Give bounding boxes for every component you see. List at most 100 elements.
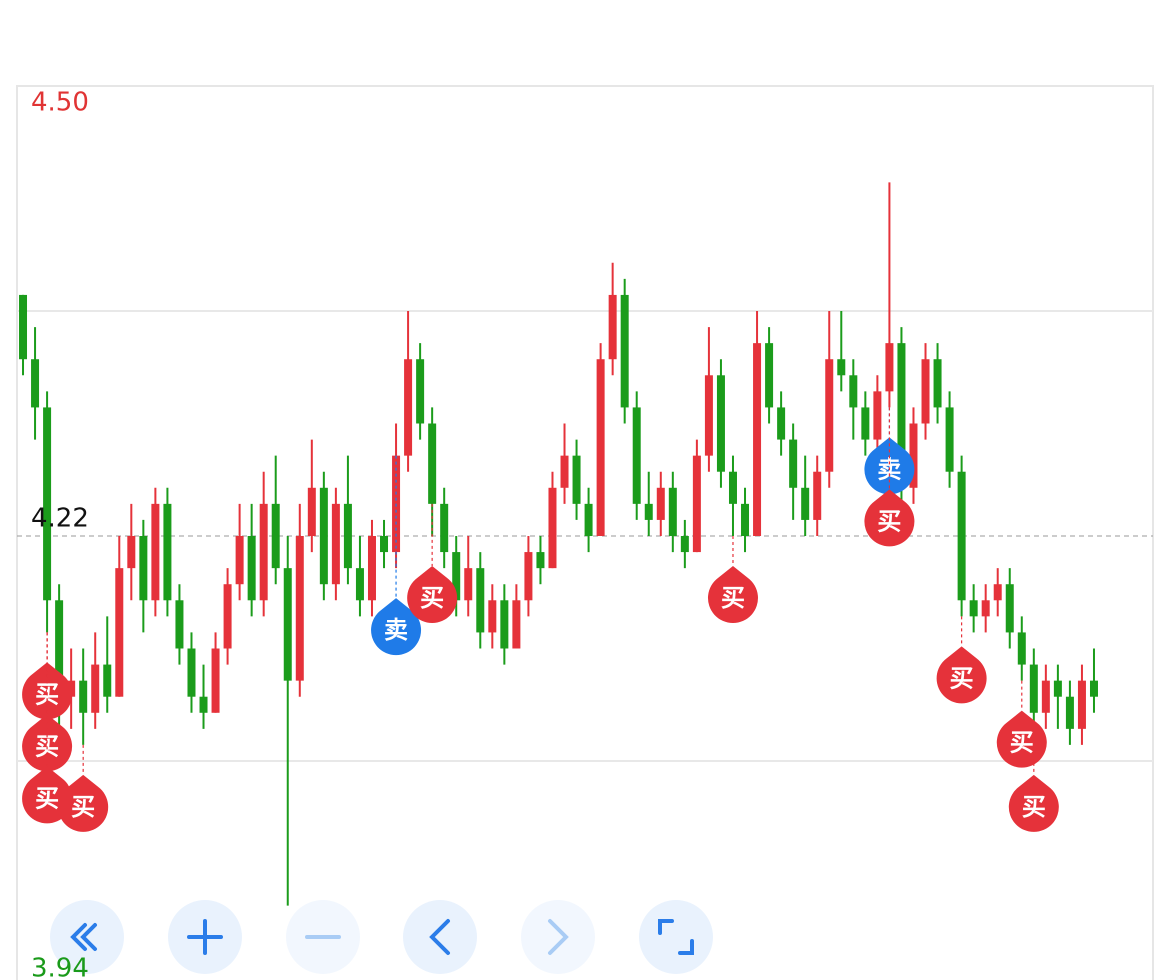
candle-body bbox=[704, 375, 713, 456]
candle-body bbox=[897, 343, 906, 488]
candle-body bbox=[728, 471, 737, 504]
marker-label: 买 bbox=[1022, 793, 1046, 821]
candle-body bbox=[1041, 680, 1050, 713]
candle-body bbox=[19, 294, 28, 360]
candle-body bbox=[271, 503, 280, 569]
candle-body bbox=[909, 423, 918, 488]
candle-body bbox=[1089, 680, 1098, 697]
marker-pin bbox=[1008, 774, 1059, 832]
zoom-out-button[interactable] bbox=[286, 900, 360, 974]
candle-body bbox=[813, 471, 822, 520]
candle-body bbox=[343, 503, 352, 569]
candle-body bbox=[187, 648, 196, 697]
candle-body bbox=[572, 455, 581, 504]
candle-body bbox=[247, 536, 256, 601]
candle-body bbox=[981, 600, 990, 617]
candle-body bbox=[765, 343, 774, 408]
marker-label: 买 bbox=[35, 784, 59, 812]
candle-body bbox=[31, 359, 40, 408]
candle-body bbox=[632, 407, 641, 504]
candle-body bbox=[103, 664, 112, 697]
candle-body bbox=[945, 407, 954, 472]
candle-body bbox=[933, 359, 942, 408]
candle-body bbox=[259, 503, 268, 601]
candle-body bbox=[151, 503, 160, 601]
candle-body bbox=[355, 568, 364, 601]
candle-body bbox=[668, 487, 677, 536]
candle-body bbox=[488, 600, 497, 633]
candle-body bbox=[1077, 680, 1086, 729]
candle-body bbox=[440, 503, 449, 553]
candle-body bbox=[620, 294, 629, 408]
candle-body bbox=[969, 600, 978, 617]
marker-label: 买 bbox=[721, 584, 745, 612]
right-button[interactable] bbox=[521, 900, 595, 974]
candle-body bbox=[127, 536, 136, 569]
candle-body bbox=[43, 407, 52, 601]
candle-body bbox=[957, 471, 966, 601]
y-tick-label: 4.50 bbox=[31, 88, 89, 118]
candle-body bbox=[993, 584, 1002, 601]
candle-body bbox=[163, 503, 172, 601]
candle-body bbox=[885, 343, 894, 392]
toolbar bbox=[50, 900, 713, 974]
candle-body bbox=[1029, 664, 1038, 713]
plot-frame bbox=[16, 85, 1154, 980]
candle-body bbox=[596, 359, 605, 536]
marker-label: 买 bbox=[420, 584, 444, 612]
candle-body bbox=[608, 294, 617, 360]
candle-body bbox=[319, 487, 328, 585]
marker-pin bbox=[407, 566, 458, 623]
candle-body bbox=[548, 487, 557, 569]
candle-body bbox=[692, 455, 701, 553]
candle-body bbox=[283, 568, 292, 681]
y-tick-label: 3.94 bbox=[31, 954, 89, 980]
marker-label: 买 bbox=[877, 507, 901, 535]
candle-body bbox=[753, 343, 762, 536]
candle-body bbox=[223, 584, 232, 649]
candle-body bbox=[1053, 680, 1062, 697]
candle-body bbox=[1065, 696, 1074, 729]
candle-body bbox=[476, 568, 485, 633]
marker-pin bbox=[864, 437, 915, 495]
marker-pin bbox=[58, 774, 109, 832]
candle-body bbox=[560, 455, 569, 488]
candle-body bbox=[1017, 632, 1026, 665]
candle-body bbox=[404, 359, 413, 456]
candle-body bbox=[524, 552, 533, 601]
candle-body bbox=[307, 487, 316, 536]
candle-body bbox=[139, 536, 148, 601]
candle-body bbox=[416, 359, 425, 424]
candle-body bbox=[825, 359, 834, 472]
fullscreen-button[interactable] bbox=[639, 900, 713, 974]
candle-body bbox=[115, 568, 124, 697]
candle-body bbox=[199, 696, 208, 713]
candle-body bbox=[500, 600, 509, 649]
candle-body bbox=[584, 503, 593, 536]
candle-body bbox=[680, 536, 689, 553]
candle-body bbox=[452, 552, 461, 601]
marker-pin bbox=[864, 489, 915, 547]
marker-pin bbox=[371, 598, 422, 656]
candle-body bbox=[1005, 584, 1014, 633]
candle-body bbox=[656, 487, 665, 520]
candle-body bbox=[211, 648, 220, 713]
y-tick-label: 4.22 bbox=[31, 504, 89, 534]
candle-body bbox=[295, 536, 304, 681]
zoom-in-button[interactable] bbox=[168, 900, 242, 974]
candle-body bbox=[367, 536, 376, 601]
candle-body bbox=[464, 568, 473, 601]
candle-body bbox=[428, 423, 437, 504]
candle-body bbox=[644, 503, 653, 520]
left-button[interactable] bbox=[403, 900, 477, 974]
candle-body bbox=[175, 600, 184, 649]
marker-label: 买 bbox=[1010, 729, 1034, 757]
back-button[interactable] bbox=[50, 900, 124, 974]
candle-body bbox=[777, 407, 786, 440]
candle-body bbox=[536, 552, 545, 569]
marker-pin bbox=[936, 646, 987, 704]
candle-body bbox=[801, 487, 810, 520]
marker-label: 买 bbox=[950, 664, 974, 692]
